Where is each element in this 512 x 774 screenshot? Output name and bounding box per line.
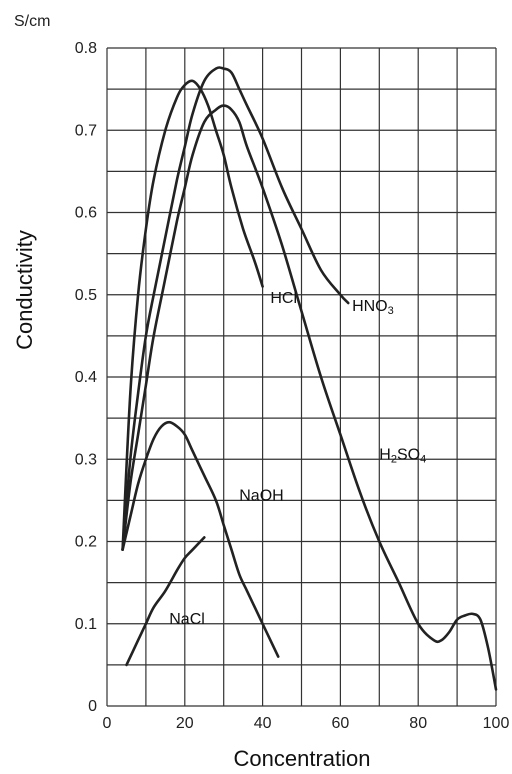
y-tick-label: 0.8 (75, 40, 97, 57)
series-label-naoh: NaOH (239, 487, 283, 504)
series-label-hno3: HNO3 (352, 298, 394, 317)
y-tick-label: 0.7 (75, 122, 97, 139)
series-labels: HCl HNO3 H2SO4 NaOH NaCl (169, 290, 426, 628)
y-tick-label: 0.3 (75, 451, 97, 468)
y-tick-label: 0.1 (75, 616, 97, 633)
y-tick-label: 0.2 (75, 534, 97, 551)
series-line-hcl (121, 79, 264, 551)
series-curves (121, 66, 498, 691)
series-line-nacl (125, 536, 206, 667)
y-tick-label: 0.6 (75, 205, 97, 222)
x-axis-title: Concentration (234, 746, 371, 771)
y-unit-label: S/cm (14, 13, 50, 30)
grid (106, 47, 497, 707)
x-tick-label: 80 (409, 715, 427, 732)
y-tick-label: 0.4 (75, 369, 97, 386)
series-label-hcl: HCl (270, 290, 297, 307)
series-line-hno3 (121, 66, 350, 551)
x-tick-label: 40 (254, 715, 272, 732)
y-tick-label: 0 (88, 698, 97, 715)
y-axis-title: Conductivity (12, 230, 37, 350)
x-tick-label: 20 (176, 715, 194, 732)
series-label-nacl: NaCl (169, 611, 205, 628)
series-line-h2so4 (121, 104, 498, 691)
series-label-h2so4: H2SO4 (379, 446, 426, 465)
tick-labels: 0 20 40 60 80 100 0 0.1 0.2 0.3 0.4 0.5 0.6 0.7 0.8 (75, 40, 510, 732)
x-tick-label: 0 (103, 715, 112, 732)
series-line-naoh (121, 420, 280, 658)
y-tick-label: 0.5 (75, 287, 97, 304)
x-tick-label: 100 (483, 715, 510, 732)
x-tick-label: 60 (332, 715, 350, 732)
